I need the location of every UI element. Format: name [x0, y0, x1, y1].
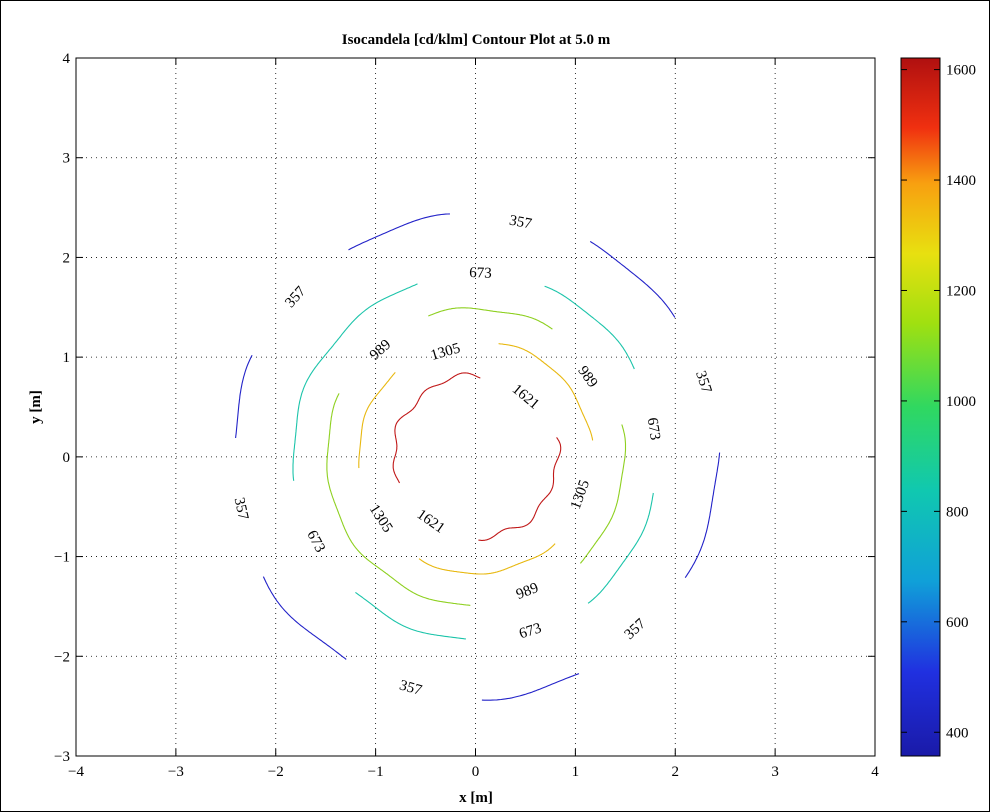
y-tick-label: 4: [63, 51, 71, 67]
contour-line-1305: [498, 343, 594, 441]
x-tick-label: 4: [871, 764, 879, 780]
contour-label: 1305: [366, 502, 396, 536]
contour-line-357: [262, 576, 347, 660]
contour-line-357: [589, 240, 676, 318]
contour-layer: [235, 213, 721, 701]
contour-label: 1305: [429, 340, 462, 364]
contour-label: 989: [514, 580, 541, 603]
y-tick-label: −2: [54, 649, 70, 665]
contour-line-1621: [392, 456, 401, 484]
contour-label: 357: [282, 283, 309, 311]
grid-layer: [76, 58, 875, 756]
contour-label: 673: [517, 620, 543, 642]
contour-line-1305: [358, 372, 396, 457]
contour-line-989: [579, 424, 627, 564]
contour-label: 357: [508, 213, 534, 233]
colorbar-tick-label: 1200: [946, 283, 976, 299]
x-axis-label: x [m]: [459, 790, 493, 806]
contour-label: 989: [367, 337, 394, 364]
x-tick-label: −4: [68, 764, 84, 780]
contour-label: 357: [398, 677, 424, 699]
x-tick-label: −2: [268, 764, 284, 780]
colorbar-tick-label: 1400: [946, 173, 976, 189]
colorbar-tick-label: 400: [946, 725, 969, 741]
colorbar-tick-label: 600: [946, 615, 969, 631]
contour-label: 357: [692, 369, 714, 396]
colorbar-tick-label: 1600: [946, 63, 976, 79]
x-tick-label: 1: [572, 764, 580, 780]
chart-title: Isocandela [cd/klm] Contour Plot at 5.0 …: [342, 32, 611, 48]
y-axis-label: y [m]: [28, 390, 44, 424]
contour-label: 1621: [414, 507, 448, 537]
y-tick-layer: −3 −2 −1 0 1 2 3 4: [54, 51, 875, 765]
contour-line-673: [355, 591, 466, 640]
colorbar-tick-label: 800: [946, 504, 969, 520]
x-tick-label: 3: [771, 764, 779, 780]
y-tick-label: 3: [63, 151, 71, 167]
contour-label: 357: [622, 616, 650, 643]
colorbar-tick-label: 1000: [946, 394, 976, 410]
contour-label: 673: [303, 528, 328, 555]
contour-line-357: [235, 354, 253, 439]
contour-line-673: [292, 456, 295, 481]
contour-line-357: [684, 452, 721, 579]
y-tick-label: 2: [63, 250, 71, 266]
contour-line-1621: [394, 372, 481, 458]
contour-label: 1621: [509, 381, 542, 412]
contour-line-357: [481, 673, 580, 701]
contour-line-357: [348, 213, 450, 251]
contour-label: 989: [574, 363, 600, 391]
contour-line-1305: [418, 543, 556, 575]
y-tick-label: −1: [54, 550, 70, 566]
plot-area-frame: [75, 57, 876, 757]
contour-label-layer: 357 357 357 357 357 357 673 673 673 673 989 989 989 1…: [231, 213, 715, 700]
x-tick-label: 0: [472, 764, 480, 780]
contour-label: 673: [469, 265, 492, 282]
y-tick-label: 0: [63, 450, 71, 466]
y-tick-label: 1: [63, 350, 71, 366]
colorbar: [900, 57, 941, 757]
contour-line-673: [292, 283, 418, 457]
contour-line-989: [326, 456, 471, 606]
contour-line-673: [544, 285, 635, 370]
contour-label: 673: [644, 417, 663, 442]
x-tick-label: 2: [672, 764, 680, 780]
x-tick-label: −3: [168, 764, 184, 780]
contour-label: 357: [231, 496, 252, 522]
contour-line-989: [326, 393, 340, 457]
x-tick-label: −1: [368, 764, 384, 780]
y-tick-label: −3: [54, 749, 70, 765]
contour-line-673: [587, 492, 654, 604]
colorbar-tick-layer: 400 600 800 1000 1200 1400 1600: [901, 63, 976, 741]
contour-line-989: [428, 307, 553, 330]
contour-label: 1305: [568, 478, 593, 512]
x-tick-layer: −4 −3 −2 −1 0 1 2 3 4: [68, 58, 879, 780]
contour-line-1621: [478, 437, 562, 541]
